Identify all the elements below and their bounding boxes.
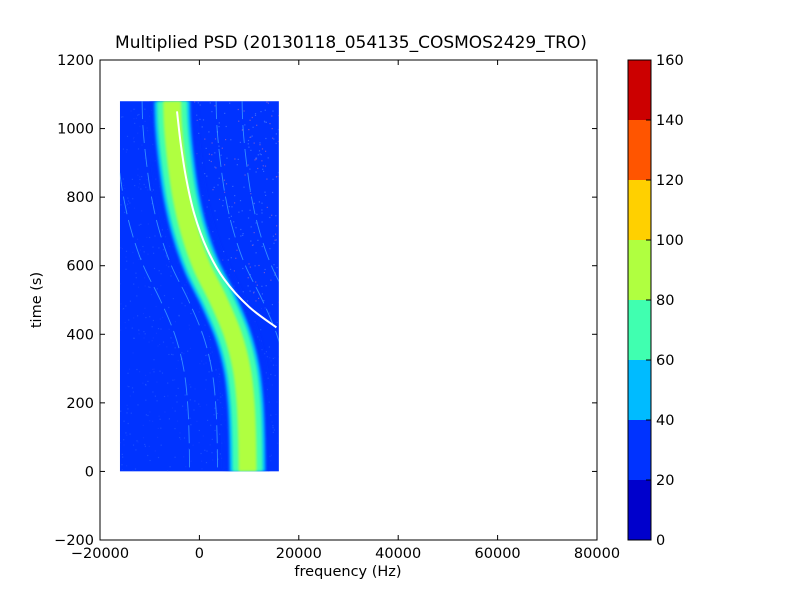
x-tick-label: 20000 xyxy=(276,546,322,562)
y-tick-label: 1200 xyxy=(57,53,94,69)
x-tick-label: −20000 xyxy=(71,546,129,562)
y-axis: −200 0 200 400 600 800 1000 1200 xyxy=(54,53,597,549)
fit-curve xyxy=(176,111,278,329)
x-axis: −20000 0 20000 40000 60000 80000 xyxy=(71,60,620,562)
y-tick-label: −200 xyxy=(54,533,94,549)
colorbar-segment xyxy=(628,300,651,360)
colorbar-segment xyxy=(628,240,651,300)
x-axis-label: frequency (Hz) xyxy=(294,564,401,580)
chart-title: Multiplied PSD (20130118_054135_COSMOS24… xyxy=(115,33,587,53)
y-tick-label: 1000 xyxy=(57,122,94,138)
colorbar-segment xyxy=(628,120,651,180)
y-tick-label: 200 xyxy=(66,396,94,412)
colorbar-tick-label: 60 xyxy=(656,353,674,369)
colorbar: 0 20 40 60 80 100 120 140 160 xyxy=(627,53,684,549)
y-tick-label: 400 xyxy=(66,327,94,343)
x-tick-label: 60000 xyxy=(475,546,521,562)
colorbar-tick-label: 40 xyxy=(656,413,674,429)
colorbar-tick-label: 0 xyxy=(656,533,665,549)
colorbar-tick-label: 20 xyxy=(656,473,674,489)
y-tick-label: 0 xyxy=(85,464,94,480)
y-tick-label: 600 xyxy=(66,259,94,275)
heatmap-image xyxy=(119,101,279,472)
x-tick-label: 80000 xyxy=(574,546,620,562)
main-trace xyxy=(150,101,270,472)
plot-area xyxy=(99,59,598,541)
colorbar-segment xyxy=(628,60,651,120)
secondary-traces xyxy=(119,101,279,472)
colorbar-tick-label: 160 xyxy=(656,53,684,69)
x-tick-label: 40000 xyxy=(375,546,421,562)
colorbar-tick-label: 100 xyxy=(656,233,684,249)
x-tick-label: 0 xyxy=(195,546,204,562)
colorbar-tick-label: 80 xyxy=(656,293,674,309)
y-tick-label: 800 xyxy=(66,190,94,206)
colorbar-segment xyxy=(628,180,651,240)
colorbar-segment xyxy=(628,420,651,480)
colorbar-segment xyxy=(628,480,651,540)
colorbar-tick-label: 120 xyxy=(656,173,684,189)
y-axis-label: time (s) xyxy=(29,272,45,328)
colorbar-segment xyxy=(628,360,651,420)
colorbar-tick-label: 140 xyxy=(656,113,684,129)
